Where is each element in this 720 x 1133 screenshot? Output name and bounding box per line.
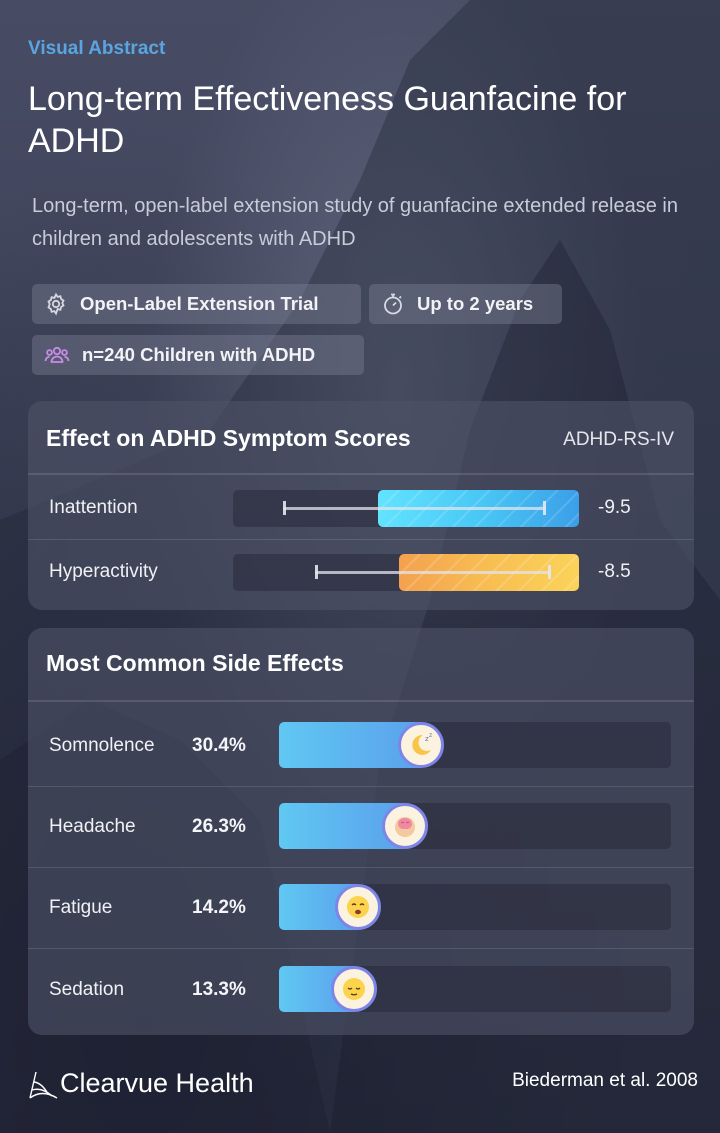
symptom-row-label: Inattention: [49, 497, 138, 518]
tired-face-icon: [334, 884, 381, 930]
error-bar: [315, 571, 551, 574]
chip-study-design-label: Open-Label Extension Trial: [80, 293, 319, 314]
symptom-scores-card: Effect on ADHD Symptom Scores ADHD-RS-IV…: [28, 401, 694, 610]
side-effects-card: Most Common Side Effects Somnolence 30.4…: [28, 628, 694, 1035]
symptom-row-value: -8.5: [598, 561, 631, 582]
chip-population: n=240 Children with ADHD: [32, 335, 364, 375]
side-effect-label: Headache: [49, 816, 136, 837]
error-bar-cap: [283, 501, 286, 515]
symptom-row-label: Hyperactivity: [49, 561, 158, 582]
gear-icon: [47, 292, 65, 316]
row-separator: [28, 539, 694, 540]
error-bar-cap: [543, 501, 546, 515]
brand-logo: Clearvue Health: [28, 1068, 254, 1099]
chip-population-label: n=240 Children with ADHD: [82, 344, 316, 365]
page-title: Long-term Effectiveness Guanfacine for A…: [28, 80, 627, 160]
error-bar-cap: [315, 565, 318, 579]
brand-name: Clearvue Health: [60, 1068, 254, 1098]
side-effects-card-title: Most Common Side Effects: [46, 650, 344, 676]
symptom-row-value: -9.5: [598, 497, 631, 518]
symptom-card-title: Effect on ADHD Symptom Scores: [46, 425, 411, 451]
eyebrow-label: Visual Abstract: [28, 38, 166, 59]
chip-duration-label: Up to 2 years: [417, 293, 534, 314]
side-effect-label: Somnolence: [49, 735, 155, 756]
chip-study-design: Open-Label Extension Trial: [32, 284, 361, 324]
brain-icon: [382, 803, 429, 849]
page-subtitle: Long-term, open-label extension study of…: [32, 195, 678, 250]
svg-text:z: z: [425, 735, 429, 743]
row-separator: [28, 786, 694, 787]
card-divider: [28, 700, 694, 702]
side-effect-percent: 14.2%: [192, 897, 246, 918]
stopwatch-icon: [384, 293, 402, 315]
error-bar-cap: [548, 565, 551, 579]
side-effect-percent: 13.3%: [192, 979, 246, 1000]
row-separator: [28, 948, 694, 949]
symptom-card-scale-tag: ADHD-RS-IV: [563, 429, 674, 450]
svg-text:z: z: [429, 732, 432, 739]
sleepy-face-icon: [331, 966, 378, 1012]
error-bar: [283, 507, 546, 510]
people-icon: [44, 346, 70, 363]
chip-duration: Up to 2 years: [369, 284, 562, 324]
side-effect-percent: 26.3%: [192, 816, 246, 837]
side-effect-percent: 30.4%: [192, 735, 246, 756]
side-effect-label: Sedation: [49, 979, 125, 1000]
side-effect-label: Fatigue: [49, 897, 113, 918]
card-divider: [28, 473, 694, 475]
row-separator: [28, 867, 694, 868]
citation: Biederman et al. 2008: [512, 1070, 698, 1091]
brand-mark-icon: [29, 1071, 58, 1099]
